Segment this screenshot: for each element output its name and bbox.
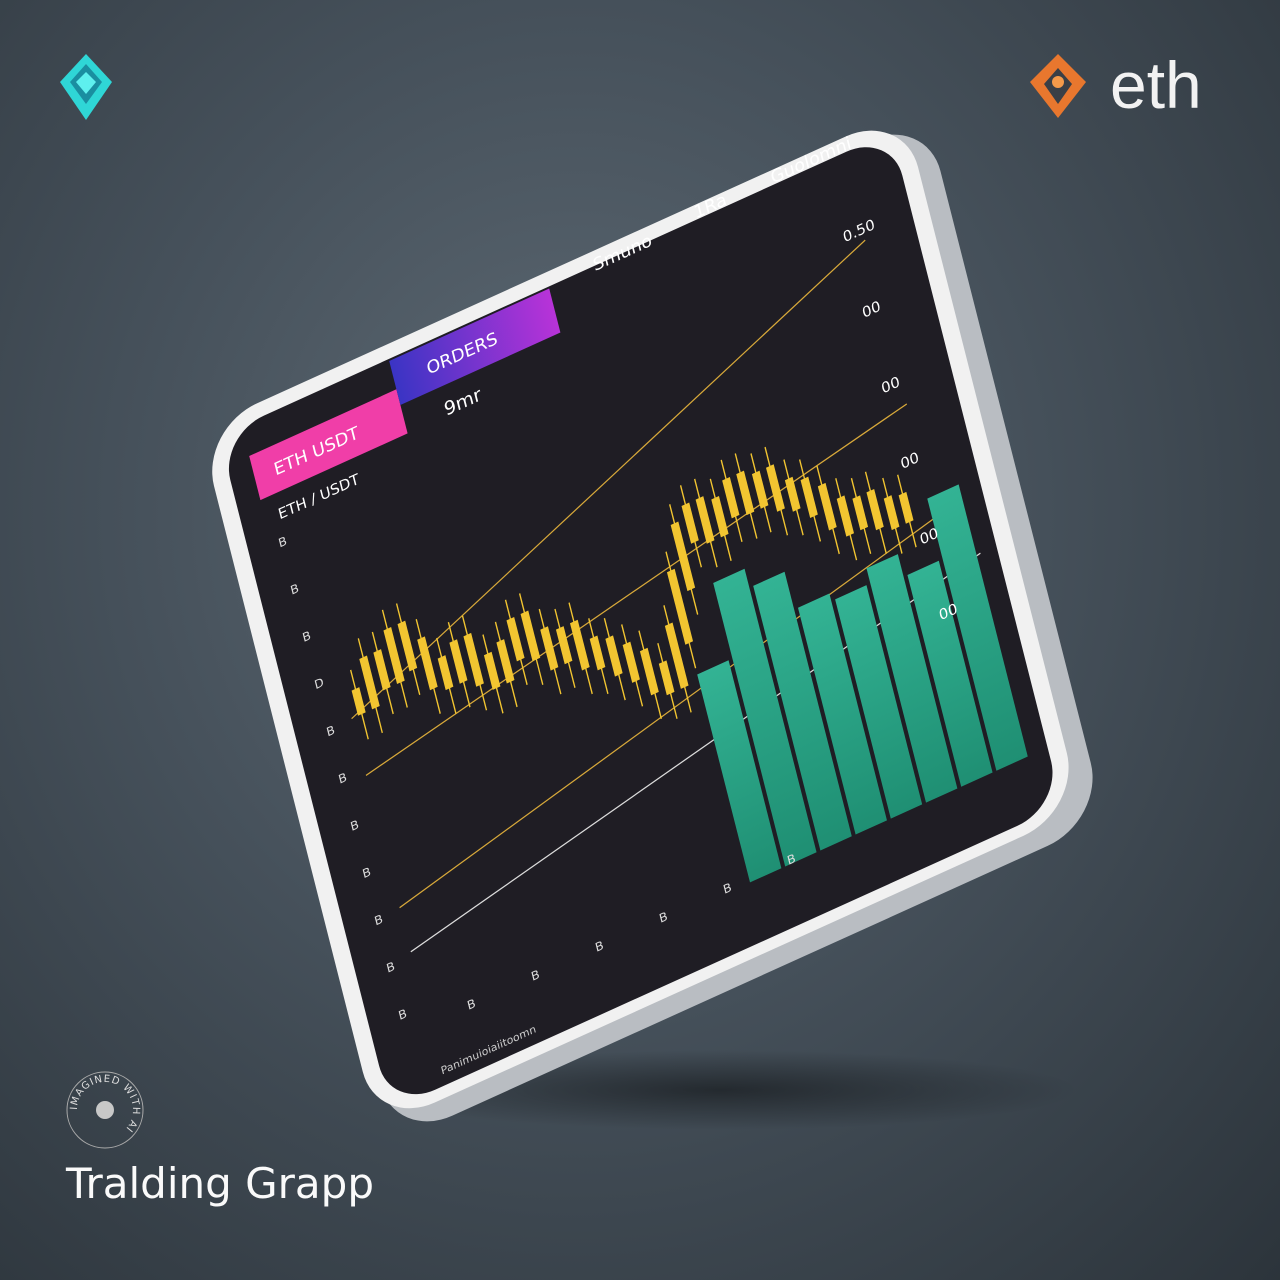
candle-body: [817, 482, 837, 531]
candle-body: [483, 651, 501, 690]
volume-bar: [866, 554, 958, 803]
candle-body: [670, 521, 696, 592]
candle-body: [784, 476, 801, 512]
candle-body: [898, 491, 914, 524]
candle-body: [658, 660, 675, 696]
volume-bar: [753, 571, 852, 851]
trend-line: [399, 516, 936, 909]
eth-logo-icon: [1030, 54, 1086, 118]
caption-title: Tralding Grapp: [65, 1159, 374, 1208]
bottom-axis-label: B: [530, 967, 541, 984]
volume-bar: [798, 593, 887, 835]
left-axis-label: B: [349, 817, 360, 834]
candle-body: [605, 635, 623, 677]
volume-bar: [907, 560, 993, 787]
right-axis-label: 00: [918, 524, 940, 549]
candle-body: [736, 470, 755, 516]
right-axis-label: 00: [860, 297, 882, 322]
candle-body: [766, 464, 785, 512]
candle-body: [540, 626, 559, 671]
candle-body: [866, 488, 884, 531]
candle-body: [664, 622, 689, 689]
candle-body: [639, 647, 659, 696]
candle-body: [883, 495, 900, 531]
left-axis-label: B: [337, 770, 348, 787]
candle-body: [351, 687, 366, 716]
candle-body: [681, 502, 699, 544]
candle-body: [751, 470, 769, 509]
candle-body: [437, 655, 454, 691]
candle-body: [555, 626, 573, 665]
candle-body: [666, 568, 694, 645]
volume-bar: [697, 660, 782, 883]
candle-body: [520, 610, 541, 662]
right-axis-label: 00: [899, 448, 921, 473]
eth-brand-text: eth: [1110, 48, 1202, 122]
candle-body: [570, 619, 590, 671]
watermark-seal: IMAGINED WITH AI: [66, 1071, 144, 1149]
volume-bar: [835, 585, 923, 819]
candle-body: [397, 620, 418, 672]
tab-orders[interactable]: [389, 288, 561, 406]
bottom-axis-label: B: [658, 909, 669, 926]
candle-body: [359, 655, 380, 710]
tab-eth-usdt[interactable]: [249, 389, 408, 501]
left-axis-label: B: [361, 865, 372, 882]
candle-body: [852, 495, 869, 531]
bottom-axis-label: B: [466, 996, 477, 1013]
candle-body: [417, 636, 438, 691]
left-axis-label: B: [301, 628, 312, 645]
candle-body: [836, 495, 855, 537]
bottom-axis-label: B: [786, 851, 797, 868]
right-axis-label: 00: [937, 599, 959, 624]
left-axis-label: B: [397, 1006, 408, 1023]
candle-body: [695, 496, 715, 544]
candle-body: [589, 635, 606, 671]
candle-body: [463, 632, 484, 687]
candle-body: [383, 627, 405, 685]
left-axis-label: D: [313, 675, 325, 692]
left-axis-label: B: [385, 959, 396, 976]
left-axis-label: B: [277, 534, 288, 551]
bottom-axis-label: B: [594, 938, 605, 955]
candle-body: [449, 639, 468, 684]
candle-body: [373, 649, 391, 691]
candle-body: [711, 496, 729, 538]
candle-body: [622, 641, 640, 683]
candle-body: [722, 477, 740, 519]
right-axis-label: 00: [879, 373, 901, 398]
candle-body: [496, 639, 515, 684]
volume-bar: [713, 568, 817, 867]
candle-body: [506, 616, 525, 662]
volume-bar: [927, 484, 1028, 771]
left-axis-label: B: [373, 912, 384, 929]
bottom-axis-label: B: [722, 880, 733, 897]
candle-body: [800, 476, 818, 518]
left-axis-label: B: [289, 581, 300, 598]
left-axis-label: B: [325, 723, 336, 740]
diamond-logo-icon: [60, 54, 112, 120]
